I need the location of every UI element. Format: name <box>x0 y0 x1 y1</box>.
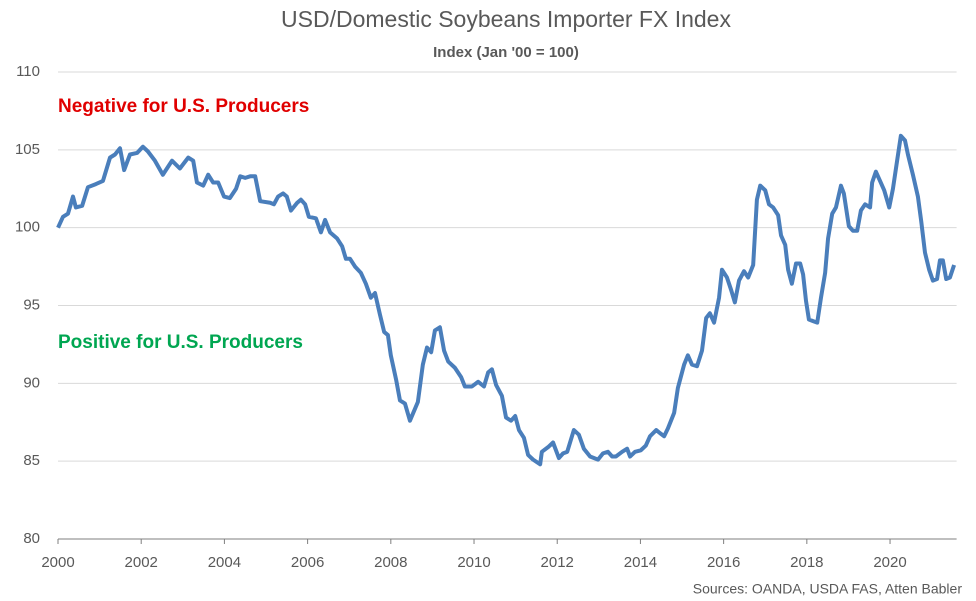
x-tick-label: 2000 <box>41 554 74 571</box>
x-tick-label: 2006 <box>291 554 324 571</box>
x-tick-label: 2010 <box>457 554 490 571</box>
y-tick-label: 100 <box>15 219 40 236</box>
x-tick-label: 2012 <box>541 554 574 571</box>
y-tick-label: 80 <box>23 530 40 547</box>
x-tick-label: 2016 <box>707 554 740 571</box>
x-tick-label: 2014 <box>624 554 657 571</box>
chart-subtitle: Index (Jan '00 = 100) <box>433 44 579 61</box>
x-tick-label: 2004 <box>208 554 241 571</box>
x-tick-label: 2018 <box>790 554 823 571</box>
y-tick-label: 85 <box>23 452 40 469</box>
x-tick-label: 2002 <box>125 554 158 571</box>
y-tick-label: 95 <box>23 296 40 313</box>
source: Sources: OANDA, USDA FAS, Atten Babler <box>693 581 963 597</box>
line <box>56 133 956 467</box>
annotation: Negative for U.S. Producers <box>58 96 309 117</box>
x-tick-label: 2008 <box>374 554 407 571</box>
y-tick-label: 110 <box>16 63 40 80</box>
chart-title: USD/Domestic Soybeans Importer FX Index <box>281 6 731 32</box>
annotation: Positive for U.S. Producers <box>58 332 303 353</box>
x-tick-label: 2020 <box>873 554 906 571</box>
y-tick-label: 90 <box>23 374 40 391</box>
y-tick-label: 105 <box>15 141 40 158</box>
